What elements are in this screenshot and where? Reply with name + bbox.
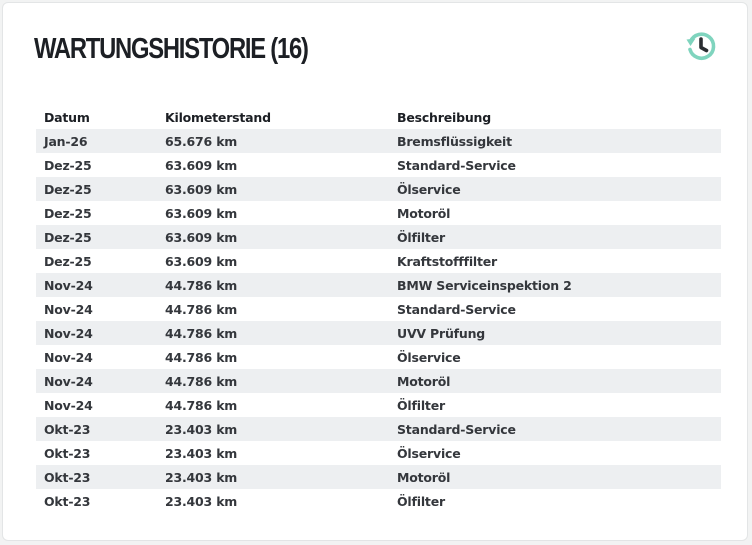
table-row: Nov-24 44.786 km Standard-Service: [36, 297, 721, 321]
cell-date: Dez-25: [44, 181, 92, 197]
table-row: Okt-23 23.403 km Motoröl: [36, 465, 721, 489]
cell-date: Jan-26: [44, 133, 88, 149]
cell-mileage: 63.609 km: [165, 181, 238, 197]
cell-mileage: 44.786 km: [165, 325, 238, 341]
table-row: Dez-25 63.609 km Standard-Service: [36, 153, 721, 177]
cell-description: Kraftstofffilter: [397, 253, 498, 269]
table-row: Dez-25 63.609 km Ölservice: [36, 177, 721, 201]
cell-date: Nov-24: [44, 325, 93, 341]
cell-mileage: 63.609 km: [165, 229, 238, 245]
cell-date: Nov-24: [44, 373, 93, 389]
cell-description: Ölfilter: [397, 229, 445, 245]
cell-mileage: 44.786 km: [165, 397, 238, 413]
cell-description: Standard-Service: [397, 301, 516, 317]
history-button[interactable]: [682, 27, 720, 65]
cell-date: Okt-23: [44, 421, 91, 437]
cell-mileage: 63.609 km: [165, 253, 238, 269]
cell-description: Ölservice: [397, 181, 461, 197]
table-row: Dez-25 63.609 km Ölfilter: [36, 225, 721, 249]
cell-description: Motoröl: [397, 469, 451, 485]
cell-date: Dez-25: [44, 205, 92, 221]
table-row: Nov-24 44.786 km Ölservice: [36, 345, 721, 369]
cell-description: Motoröl: [397, 205, 451, 221]
cell-date: Okt-23: [44, 493, 91, 509]
cell-description: Bremsflüssigkeit: [397, 133, 512, 149]
cell-date: Dez-25: [44, 229, 92, 245]
cell-mileage: 44.786 km: [165, 277, 238, 293]
table-row: Nov-24 44.786 km Motoröl: [36, 369, 721, 393]
table-row: Okt-23 23.403 km Standard-Service: [36, 417, 721, 441]
cell-description: Ölservice: [397, 349, 461, 365]
cell-description: Ölfilter: [397, 493, 445, 509]
cell-mileage: 23.403 km: [165, 421, 238, 437]
cell-description: BMW Serviceinspektion 2: [397, 277, 572, 293]
table-header-row: Datum Kilometerstand Beschreibung: [36, 105, 721, 129]
cell-mileage: 44.786 km: [165, 349, 238, 365]
cell-date: Nov-24: [44, 349, 93, 365]
cell-mileage: 63.609 km: [165, 205, 238, 221]
column-header-description: Beschreibung: [397, 109, 491, 125]
cell-description: Standard-Service: [397, 421, 516, 437]
cell-description: Ölfilter: [397, 397, 445, 413]
column-header-mileage: Kilometerstand: [165, 109, 271, 125]
table-row: Dez-25 63.609 km Motoröl: [36, 201, 721, 225]
cell-date: Nov-24: [44, 277, 93, 293]
maintenance-table: Datum Kilometerstand Beschreibung Jan-26…: [36, 105, 721, 513]
cell-date: Nov-24: [44, 301, 93, 317]
cell-mileage: 23.403 km: [165, 445, 238, 461]
cell-mileage: 63.609 km: [165, 157, 238, 173]
cell-date: Dez-25: [44, 253, 92, 269]
table-row: Okt-23 23.403 km Ölservice: [36, 441, 721, 465]
cell-mileage: 65.676 km: [165, 133, 238, 149]
table-row: Nov-24 44.786 km Ölfilter: [36, 393, 721, 417]
history-clock-icon: [686, 32, 716, 60]
cell-mileage: 44.786 km: [165, 373, 238, 389]
table-row: Nov-24 44.786 km BMW Serviceinspektion 2: [36, 273, 721, 297]
cell-description: UVV Prüfung: [397, 325, 486, 341]
cell-description: Ölservice: [397, 445, 461, 461]
table-row: Nov-24 44.786 km UVV Prüfung: [36, 321, 721, 345]
column-header-date: Datum: [44, 109, 90, 125]
cell-mileage: 23.403 km: [165, 493, 238, 509]
cell-description: Standard-Service: [397, 157, 516, 173]
table-row: Okt-23 23.403 km Ölfilter: [36, 489, 721, 513]
cell-date: Okt-23: [44, 445, 91, 461]
cell-mileage: 23.403 km: [165, 469, 238, 485]
cell-date: Dez-25: [44, 157, 92, 173]
table-row: Dez-25 63.609 km Kraftstofffilter: [36, 249, 721, 273]
cell-date: Okt-23: [44, 469, 91, 485]
table-row: Jan-26 65.676 km Bremsflüssigkeit: [36, 129, 721, 153]
cell-mileage: 44.786 km: [165, 301, 238, 317]
cell-description: Motoröl: [397, 373, 451, 389]
cell-date: Nov-24: [44, 397, 93, 413]
page-title: WARTUNGSHISTORIE (16): [34, 33, 309, 65]
